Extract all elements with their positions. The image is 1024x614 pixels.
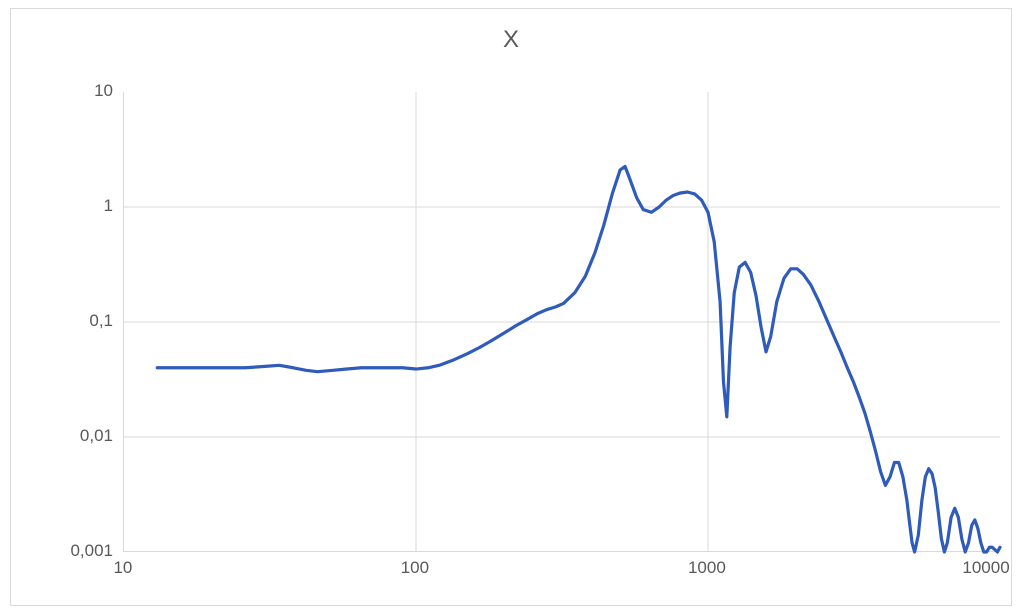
x-tick-label: 10000 [962,558,1009,578]
plot-area [123,92,999,552]
y-tick-label: 0,001 [70,541,113,561]
chart-title: X [10,26,1012,54]
y-tick-label: 0,1 [89,311,113,331]
x-tick-label: 100 [401,558,429,578]
series-line [157,167,1000,553]
y-tick-label: 0,01 [80,426,113,446]
x-tick-label: 1000 [688,558,726,578]
plot-svg [124,92,1000,552]
y-tick-label: 10 [94,81,113,101]
x-tick-label: 10 [113,558,132,578]
y-tick-label: 1 [104,196,113,216]
